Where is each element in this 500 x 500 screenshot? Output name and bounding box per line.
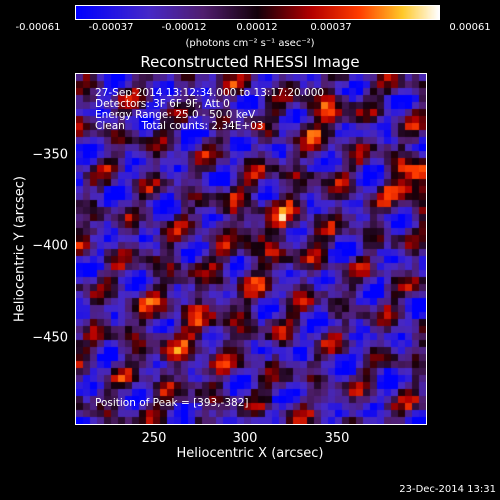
- colorbar-units: (photons cm⁻² s⁻¹ asec⁻²): [185, 38, 315, 49]
- y-tick-label: −400: [32, 238, 68, 254]
- peak-position-text: Position of Peak = [393,-382]: [95, 397, 249, 409]
- x-tick-label: 250: [141, 431, 167, 446]
- colorbar-tick: -0.00061: [15, 22, 61, 33]
- colorbar-tick: 0.00037: [310, 22, 352, 33]
- colorbar-tick: -0.00037: [88, 22, 134, 33]
- y-axis-label: Heliocentric Y (arcsec): [12, 176, 28, 322]
- plot-title: Reconstructed RHESSI Image: [140, 53, 360, 71]
- colorbar-tick: 0.00012: [236, 22, 278, 33]
- energy-range-text: Energy Range: 25.0 - 50.0 keV: [95, 109, 256, 121]
- x-tick-label: 300: [232, 431, 258, 446]
- counts-text: Clean Total counts: 2.34E+03: [95, 120, 264, 132]
- colorbar: [75, 5, 440, 20]
- colorbar-tick: -0.00012: [161, 22, 207, 33]
- x-axis-label: Heliocentric X (arcsec): [176, 446, 324, 461]
- colorbar-tick: 0.00061: [449, 22, 491, 33]
- y-tick-label: −350: [32, 147, 68, 163]
- rhessi-image: [76, 74, 426, 424]
- plot-frame: [75, 73, 427, 425]
- detectors-text: Detectors: 3F 6F 9F, Att 0: [95, 98, 230, 110]
- time-range-text: 27-Sep-2014 13:12:34.000 to 13:17:20.000: [95, 87, 325, 99]
- x-tick-label: 350: [324, 431, 350, 446]
- timestamp: 23-Dec-2014 13:31: [399, 484, 496, 495]
- y-tick-label: −450: [32, 330, 68, 346]
